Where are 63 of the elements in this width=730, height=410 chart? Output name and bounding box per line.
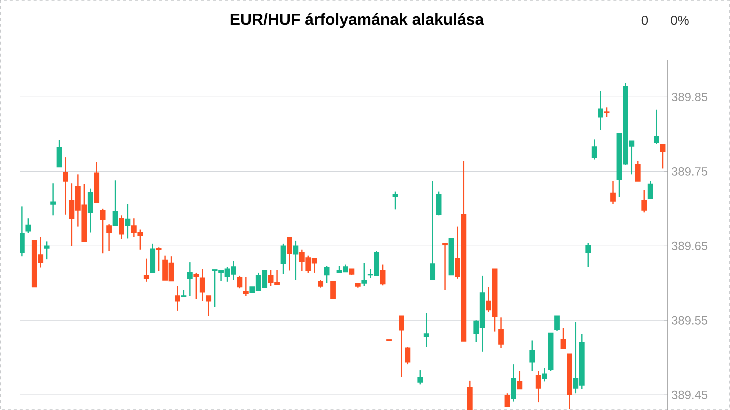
candlestick [635, 160, 641, 182]
candlestick [517, 370, 523, 390]
candlestick [536, 370, 542, 403]
candlestick [504, 392, 510, 408]
candlestick [362, 262, 368, 287]
candlestick [26, 218, 32, 234]
candlestick [237, 275, 243, 290]
candlestick [156, 246, 162, 272]
y-tick-label: 389.65 [672, 242, 708, 250]
candlestick [586, 242, 592, 268]
candlestick [592, 138, 598, 160]
candlestick [187, 262, 193, 296]
candlestick [399, 315, 404, 378]
candlestick [498, 316, 504, 349]
candlestick [56, 140, 62, 168]
candlestick [100, 208, 106, 254]
candlestick [542, 368, 548, 382]
candlestick [430, 180, 436, 280]
y-tick-label: 389.55 [672, 316, 708, 325]
candlestick [200, 268, 206, 302]
candlestick [106, 224, 112, 252]
candlestick [405, 346, 411, 365]
candlestick [88, 188, 94, 234]
candlestick [287, 237, 292, 272]
candlestick [442, 242, 448, 291]
candlestick [511, 364, 516, 402]
candlestick [280, 243, 286, 275]
candlestick [330, 281, 336, 300]
candlestick [418, 370, 424, 386]
candlestick [560, 327, 566, 350]
candlestick [243, 276, 249, 296]
candlestick [392, 191, 398, 210]
candlestick [654, 109, 660, 145]
candlestick [150, 243, 156, 274]
candlestick [436, 191, 442, 216]
candlestick [119, 214, 124, 240]
text: 0 [642, 16, 648, 25]
candlestick [175, 286, 180, 312]
candlestick [610, 180, 616, 205]
candlestick [530, 340, 536, 372]
candlestick [44, 240, 50, 260]
y-tick-label: 389.85 [672, 92, 708, 102]
candlestick [194, 272, 200, 300]
candlestick [112, 180, 118, 226]
candlestick [604, 106, 610, 118]
candlestick [660, 144, 666, 170]
candlestick [50, 182, 56, 216]
chart-title: EUR/HUF árfolyamának alakulása [230, 13, 484, 28]
candlestick [554, 315, 560, 332]
y-tick-label: 389.45 [672, 390, 708, 400]
candlestick [380, 264, 386, 286]
candlestick [598, 90, 604, 130]
candlestick [642, 190, 648, 214]
candlestick [144, 258, 150, 282]
candlestick [648, 180, 654, 199]
candlestick [324, 265, 330, 284]
candlestick [424, 312, 430, 348]
candlestick [63, 156, 68, 216]
candlestick [206, 295, 212, 317]
y-tick-label: 389.75 [672, 167, 708, 176]
text: 0% [671, 16, 689, 25]
candlestick [293, 240, 299, 281]
candlestick [125, 204, 131, 240]
